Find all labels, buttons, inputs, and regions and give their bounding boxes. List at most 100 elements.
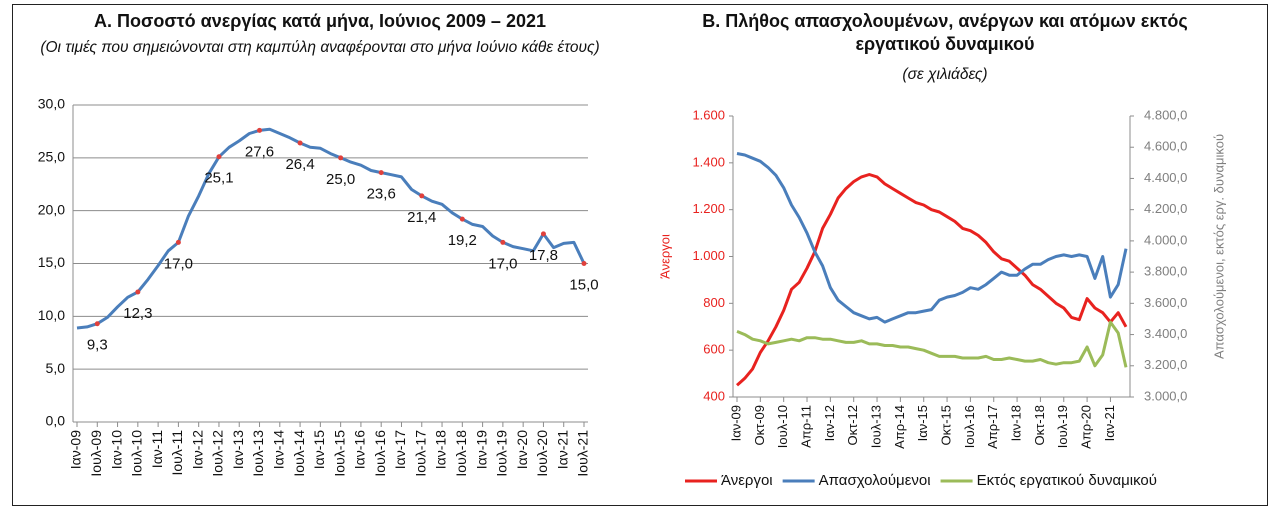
x-tick-label: Ιαν-16 bbox=[352, 430, 368, 469]
data-point bbox=[257, 127, 263, 133]
y2-tick-label: 3.200,0 bbox=[1144, 357, 1187, 372]
y-tick-label: 1.000 bbox=[692, 248, 725, 263]
y2-axis-label: Απασχολούμενοι, εκτός εργ. δυναμικού bbox=[1211, 134, 1226, 359]
y-tick-label: 1.200 bbox=[692, 201, 725, 216]
x-tick-label: Ιουλ-20 bbox=[534, 430, 550, 477]
data-label: 21,4 bbox=[407, 209, 436, 226]
x-tick-label: Ιουλ-19 bbox=[494, 430, 510, 477]
x-tick-label: Ιουλ-16 bbox=[962, 405, 977, 448]
data-point bbox=[378, 170, 384, 176]
x-tick-label: Ιουλ-10 bbox=[775, 405, 790, 448]
x-tick-label: Ιουλ-18 bbox=[453, 430, 469, 477]
y-tick-label: 5,0 bbox=[46, 360, 66, 376]
x-tick-label: Ιουλ-14 bbox=[291, 430, 307, 477]
x-tick-label: Ιαν-18 bbox=[433, 430, 449, 469]
y-tick-label: 30,0 bbox=[38, 96, 65, 112]
data-point bbox=[581, 261, 587, 266]
x-tick-label: Ιαν-15 bbox=[311, 430, 327, 469]
x-tick-label: Ιουλ-15 bbox=[331, 430, 347, 477]
x-tick-label: Ιουλ-09 bbox=[88, 430, 104, 477]
x-tick-label: Απρ-11 bbox=[798, 405, 813, 448]
x-tick-label: Ιαν-18 bbox=[1009, 405, 1024, 441]
y-tick-label: 800 bbox=[703, 295, 725, 310]
y-tick-label: 20,0 bbox=[38, 201, 65, 217]
data-point bbox=[419, 193, 425, 199]
y2-tick-label: 3.400,0 bbox=[1144, 326, 1187, 341]
x-tick-label: Απρ-20 bbox=[1079, 405, 1094, 449]
data-label: 26,4 bbox=[285, 156, 314, 173]
x-tick-label: Ιαν-13 bbox=[230, 430, 246, 469]
x-tick-label: Οκτ-18 bbox=[1032, 405, 1047, 446]
data-point bbox=[175, 239, 181, 245]
x-tick-label: Ιουλ-13 bbox=[250, 430, 266, 477]
x-tick-label: Ιουλ-16 bbox=[372, 430, 388, 477]
data-label: 12,3 bbox=[123, 305, 152, 322]
frame bbox=[12, 4, 1268, 506]
x-tick-label: Ιουλ-10 bbox=[129, 430, 145, 477]
y-tick-label: 15,0 bbox=[38, 254, 65, 270]
x-tick-label: Οκτ-12 bbox=[845, 405, 860, 446]
data-point bbox=[297, 140, 303, 146]
x-tick-label: Ιαν-12 bbox=[189, 430, 205, 469]
y-tick-label: 25,0 bbox=[38, 149, 65, 165]
data-point bbox=[338, 155, 344, 161]
y2-tick-label: 3.000,0 bbox=[1144, 388, 1187, 403]
y-tick-label: 10,0 bbox=[38, 307, 65, 323]
x-tick-label: Ιαν-17 bbox=[392, 430, 408, 469]
legend-label: Εκτός εργατικού δυναμικού bbox=[977, 472, 1157, 489]
data-label: 15,0 bbox=[569, 276, 598, 293]
data-point bbox=[216, 154, 222, 160]
x-tick-label: Απρ-14 bbox=[892, 405, 907, 449]
y2-tick-label: 4.000,0 bbox=[1144, 232, 1187, 247]
data-label: 23,6 bbox=[367, 186, 396, 203]
series-line bbox=[736, 320, 1128, 368]
data-label: 9,3 bbox=[87, 337, 108, 354]
data-point bbox=[135, 289, 141, 295]
chart-subtitle: (Οι τιμές που σημειώνονται στη καμπύλη α… bbox=[40, 39, 600, 56]
series-line bbox=[736, 152, 1128, 324]
y2-tick-label: 3.800,0 bbox=[1144, 264, 1187, 279]
x-tick-label: Ιαν-20 bbox=[514, 430, 530, 469]
legend-label: Άνεργοι bbox=[721, 472, 773, 489]
y-tick-label: 0,0 bbox=[46, 413, 66, 429]
x-tick-label: Ιαν-11 bbox=[149, 430, 165, 468]
x-tick-label: Ιουλ-21 bbox=[575, 430, 591, 477]
y2-tick-label: 4.400,0 bbox=[1144, 170, 1187, 185]
series-line bbox=[76, 127, 586, 330]
y2-tick-label: 4.200,0 bbox=[1144, 201, 1187, 216]
x-tick-label: Ιουλ-19 bbox=[1055, 405, 1070, 448]
data-label: 27,6 bbox=[245, 143, 274, 160]
chart-title: Β. Πλήθος απασχολουμένων, ανέργων και ατ… bbox=[702, 11, 1188, 54]
data-point bbox=[94, 321, 100, 327]
y-tick-label: 400 bbox=[703, 388, 725, 403]
x-tick-label: Απρ-17 bbox=[985, 405, 1000, 449]
x-tick-label: Ιουλ-17 bbox=[412, 430, 428, 477]
data-point bbox=[459, 216, 465, 222]
legend-label: Απασχολούμενοι bbox=[819, 472, 931, 489]
x-tick-label: Οκτ-09 bbox=[752, 405, 767, 446]
y2-tick-label: 4.600,0 bbox=[1144, 139, 1187, 154]
x-tick-label: Ιουλ-12 bbox=[210, 430, 226, 477]
x-tick-label: Ιουλ-11 bbox=[169, 430, 185, 476]
x-tick-label: Ιαν-21 bbox=[1102, 405, 1117, 441]
x-tick-label: Ιαν-12 bbox=[822, 405, 837, 441]
x-tick-label: Ιαν-09 bbox=[68, 430, 84, 469]
x-tick-label: Ιαν-09 bbox=[728, 405, 743, 441]
data-label: 25,1 bbox=[204, 170, 233, 187]
x-tick-label: Οκτ-15 bbox=[938, 405, 953, 446]
data-point bbox=[540, 231, 546, 237]
x-tick-label: Ιαν-19 bbox=[473, 430, 489, 469]
y-tick-label: 1.400 bbox=[692, 154, 725, 169]
x-tick-label: Ιαν-15 bbox=[915, 405, 930, 441]
data-label: 17,0 bbox=[164, 255, 193, 272]
data-point bbox=[500, 239, 506, 245]
y-axis-label: Άνεργοι bbox=[657, 234, 672, 279]
x-tick-label: Ιαν-21 bbox=[554, 430, 570, 469]
chart-title: Α. Ποσοστό ανεργίας κατά μήνα, Ιούνιος 2… bbox=[94, 11, 546, 31]
data-label: 25,0 bbox=[326, 171, 355, 188]
y-tick-label: 600 bbox=[703, 342, 725, 357]
data-label: 19,2 bbox=[448, 232, 477, 249]
y2-tick-label: 4.800,0 bbox=[1144, 107, 1187, 122]
